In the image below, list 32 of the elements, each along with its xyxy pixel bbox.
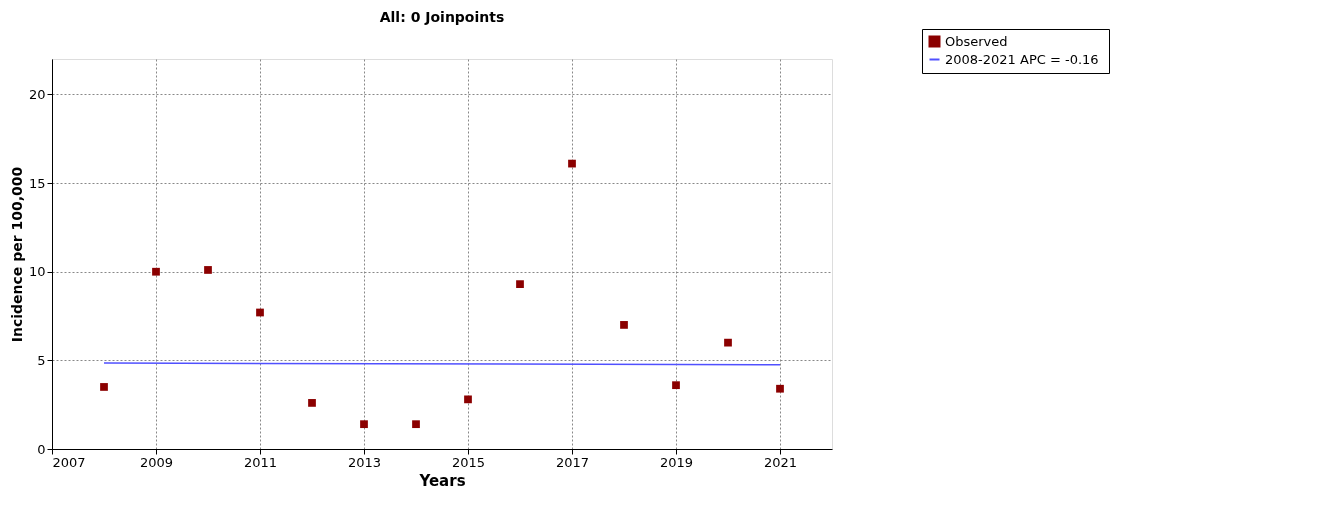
point — [464, 395, 472, 404]
y-tick-label: 10 — [28, 264, 46, 280]
x-tick-label: 2019 — [659, 454, 694, 470]
point — [360, 420, 368, 429]
x-tick-label: 2011 — [243, 454, 278, 470]
point — [308, 399, 316, 407]
point — [516, 280, 524, 289]
x-tick-label: 2021 — [763, 454, 798, 470]
y-tick-label: 5 — [37, 352, 46, 368]
x-tick-label: 2007 — [52, 454, 86, 470]
chart-title: All: 0 Joinpoints — [379, 8, 505, 25]
point — [152, 267, 160, 276]
x-tick-label: 2013 — [347, 454, 382, 470]
point — [204, 266, 212, 274]
point — [412, 420, 420, 429]
point — [724, 338, 732, 347]
point — [672, 381, 680, 390]
x-tick-label: 2015 — [451, 454, 486, 470]
point — [100, 383, 108, 391]
x-tick-label: 2009 — [139, 454, 174, 470]
x-axis-title: Years — [418, 471, 466, 490]
y-tick-label: 0 — [37, 441, 46, 457]
point — [256, 308, 264, 317]
y-axis-title: Incidence per 100,000 — [8, 166, 25, 343]
y-tick-label: 15 — [28, 175, 46, 191]
y-tick-label: 20 — [28, 86, 46, 102]
point — [776, 384, 784, 393]
point — [620, 321, 628, 329]
x-tick-label: 2017 — [555, 454, 590, 470]
point — [568, 159, 576, 168]
legend-label: Observed — [945, 33, 1008, 49]
legend-label: 2008-2021 APC = -0.16 — [945, 51, 1099, 67]
